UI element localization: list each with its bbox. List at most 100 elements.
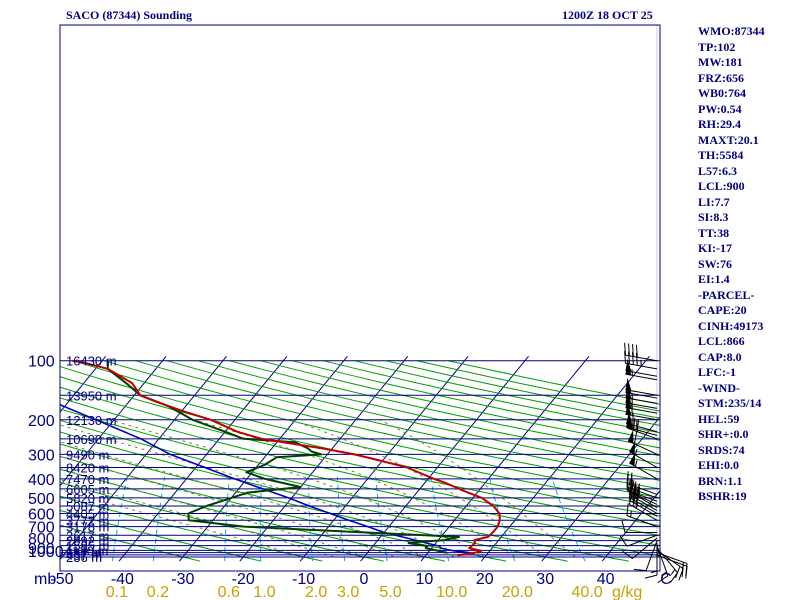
mixing-ratio-label: 0.2 [147, 584, 169, 600]
dry-adiabat [60, 443, 568, 562]
index-item: PW:0.54 [698, 101, 742, 116]
dry-adiabat [60, 431, 629, 562]
temperature-tick-label: 30 [536, 571, 554, 588]
wind-barb-staff [626, 489, 658, 502]
stability-indices-panel: WMO:87344 TP:102 MW:181 FRZ:656 WB0:764 PW:0.… [698, 24, 765, 505]
wind-barb-half-flag [634, 448, 638, 456]
temperature-tick-label: -40 [111, 571, 134, 588]
isotherm-line [541, 416, 660, 562]
pressure-tick-label: 400 [28, 472, 55, 489]
dry-adiabat [60, 386, 660, 527]
wind-barb-flag [622, 550, 633, 559]
dry-adiabat [354, 360, 660, 426]
height-level-label: 236 m [66, 550, 102, 565]
wind-barb [625, 377, 658, 396]
index-item: MW:181 [698, 55, 743, 69]
wind-barb [629, 441, 658, 468]
index-item: KI:-17 [698, 241, 732, 255]
wind-barb [626, 471, 658, 495]
wind-barb-staff [645, 540, 658, 571]
mixing-ratio-label: 20.0 [502, 584, 533, 600]
wind-barb-flag [635, 486, 641, 499]
wind-barb [626, 503, 658, 528]
index-item: LFC:-1 [698, 365, 736, 379]
pressure-tick-label: 300 [28, 447, 55, 464]
wind-barb-flag [626, 471, 629, 484]
wind-barb [625, 411, 658, 433]
wind-barb-staff [656, 545, 669, 576]
wind-barb-flag [630, 472, 633, 485]
wind-barb [627, 478, 658, 505]
pressure-tick-label: 600 [28, 506, 55, 523]
height-level-label: 8420 m [66, 461, 109, 476]
index-item: CINH:49173 [698, 318, 764, 333]
pressure-tick-label: 900 [28, 541, 55, 558]
height-level-label: 1595 m [66, 539, 109, 554]
wind-barb-flag [631, 352, 634, 365]
pressure-tick-label: 800 [28, 531, 55, 548]
height-level-label: 7470 m [66, 472, 109, 487]
height-level-label: 9490 m [66, 447, 109, 462]
height-level-label: 1120 m [66, 543, 108, 558]
dry-adiabat [260, 360, 660, 449]
wind-barb [624, 350, 658, 370]
index-item: LCL:866 [698, 334, 745, 348]
wind-barb [656, 547, 678, 583]
pressure-unit-label: mb [34, 571, 56, 588]
mixing-ratio-line [550, 476, 586, 562]
parcel-trace [60, 403, 470, 554]
wind-barb-flag [633, 431, 638, 444]
plot-border [59, 24, 661, 572]
index-item: RH:29.4 [698, 117, 741, 131]
wind-barb-staff [629, 497, 658, 514]
wind-barb-half-flag [634, 460, 638, 467]
mixing-ratio-label: 5.0 [379, 584, 401, 600]
station-title: SACO (87344) Sounding [66, 8, 193, 22]
wind-barb-pennant [625, 358, 632, 372]
wind-barb-pennant [625, 377, 632, 391]
dry-adiabat [166, 360, 660, 473]
pressure-tick-label: 500 [28, 491, 55, 508]
dry-adiabat [135, 360, 660, 481]
isotherm-line [60, 356, 107, 413]
wind-barb-flag [669, 572, 678, 583]
moist-adiabat [60, 455, 395, 558]
height-level-label: 3178 m [66, 520, 109, 535]
wind-barb-flag [621, 520, 626, 533]
mixing-ratio-label: 1.0 [253, 584, 275, 600]
index-item: SRDS:74 [698, 442, 745, 457]
index-item: TH:5584 [698, 148, 744, 162]
height-level-label: 6605 m [66, 482, 109, 497]
dry-adiabat [322, 360, 660, 434]
dry-adiabat [60, 468, 446, 562]
dry-adiabat [60, 419, 660, 557]
wind-barb-half-flag [661, 571, 667, 576]
index-item: CAPE:20 [698, 303, 747, 317]
wind-barb-flag [636, 419, 640, 432]
dry-adiabat [60, 524, 201, 562]
index-item: HEL:59 [698, 411, 740, 426]
index-item: BSHR:19 [698, 489, 747, 503]
moist-adiabat [379, 419, 576, 558]
index-item: EI:1.4 [698, 272, 730, 286]
wind-barb-staff [629, 503, 658, 521]
height-level-label: 5087 m [66, 499, 109, 514]
height-level-label: 657 m [66, 546, 102, 561]
wind-barb-staff [625, 354, 658, 362]
dry-adiabat [104, 360, 660, 490]
index-item: WMO:87344 [698, 24, 765, 38]
pressure-tick-label: 700 [28, 520, 55, 537]
temperature-tick-label: -20 [232, 571, 255, 588]
wind-barb-half-flag [650, 570, 658, 574]
wind-barb-flag [633, 417, 636, 431]
wind-barb-staff [625, 407, 658, 414]
index-item: SI:8.3 [698, 210, 729, 224]
index-item: FRZ:656 [698, 70, 744, 85]
dewpoint-trace [106, 360, 460, 554]
wind-barb-staff [656, 547, 678, 573]
mixing-ratio-label: 2.0 [305, 584, 327, 600]
index-item: L57:6.3 [698, 163, 737, 178]
height-level-label: 457 m [66, 548, 102, 563]
wind-barb-flag [633, 568, 647, 572]
